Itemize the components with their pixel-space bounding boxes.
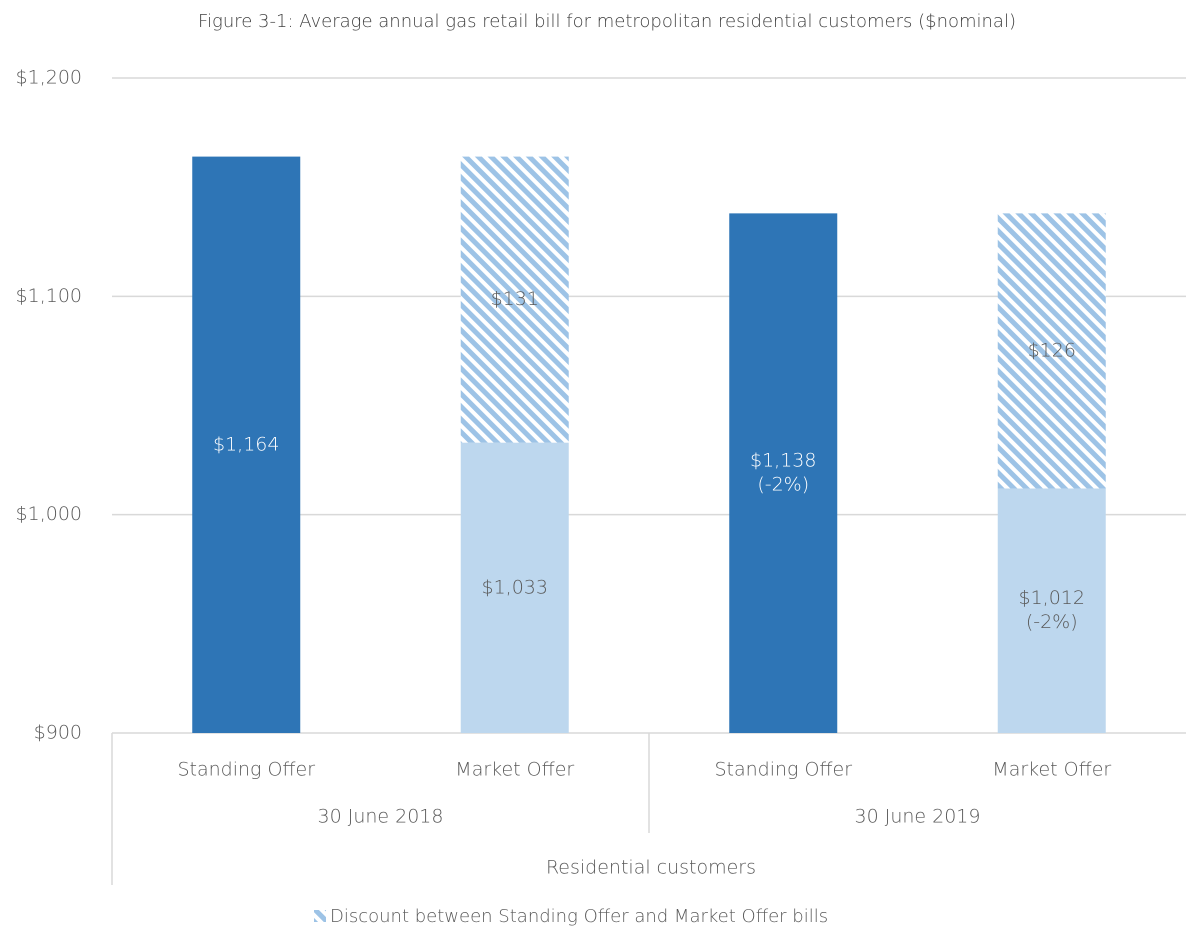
data-label: $1,138 (750, 450, 816, 472)
outer-group-label: Residential customers (546, 857, 756, 879)
hatched-bar-segment (460, 156, 569, 443)
data-label: $1,164 (213, 433, 279, 455)
group-label: 30 June 2019 (855, 806, 981, 828)
data-label: $1,033 (482, 576, 548, 598)
bar (460, 442, 569, 733)
x-tick-label: Market Offer (455, 759, 574, 781)
data-label: (-2%) (757, 474, 809, 496)
y-tick-label: $1,200 (16, 67, 82, 89)
data-label: $126 (1028, 339, 1076, 361)
y-tick-label: $1,100 (16, 285, 82, 307)
y-tick-label: $900 (34, 722, 82, 744)
data-label: (-2%) (1026, 611, 1078, 633)
y-tick-label: $1,000 (16, 503, 82, 525)
x-tick-label: Standing Offer (177, 759, 315, 781)
data-label: $131 (491, 288, 539, 310)
legend-swatch (314, 910, 326, 922)
legend-label: Discount between Standing Offer and Mark… (330, 906, 828, 927)
x-tick-label: Standing Offer (714, 759, 852, 781)
group-label: 30 June 2018 (318, 806, 444, 828)
data-label: $1,012 (1019, 587, 1085, 609)
bar (192, 156, 301, 734)
bar (729, 213, 838, 733)
bar (997, 488, 1106, 733)
chart-title: Figure 3-1: Average annual gas retail bi… (198, 11, 1016, 32)
x-tick-label: Market Offer (992, 759, 1111, 781)
hatched-bar-segment (997, 213, 1106, 489)
